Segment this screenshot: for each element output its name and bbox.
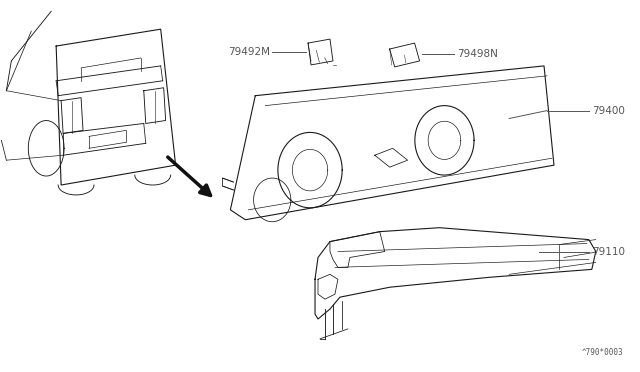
Text: 79400: 79400 — [592, 106, 625, 116]
Text: 79492M: 79492M — [228, 47, 270, 57]
Text: 79498N: 79498N — [458, 49, 499, 59]
Text: 79110: 79110 — [592, 247, 625, 257]
Text: ^790*0003: ^790*0003 — [582, 348, 623, 357]
